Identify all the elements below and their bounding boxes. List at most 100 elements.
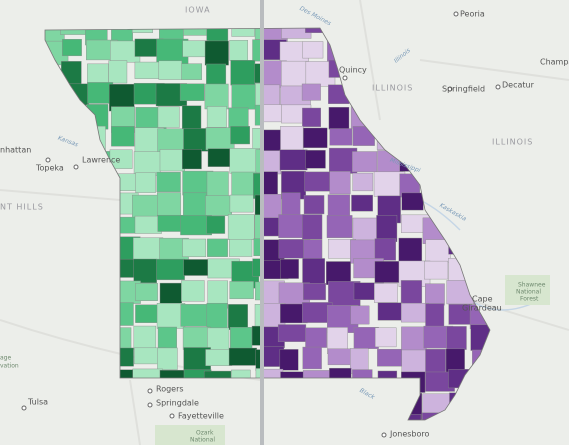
county — [327, 194, 351, 217]
county — [255, 349, 262, 371]
county — [352, 172, 374, 192]
city-label: Springdale — [156, 399, 199, 408]
county — [229, 281, 254, 300]
feature-label: NT HILLS — [0, 203, 44, 212]
county — [157, 106, 180, 128]
county — [157, 214, 183, 232]
county — [255, 149, 262, 174]
county — [377, 302, 403, 321]
city-label: nhattan — [0, 146, 31, 155]
county — [206, 302, 228, 330]
county — [158, 60, 182, 80]
city-dot — [21, 405, 27, 411]
county — [254, 304, 262, 328]
swipe-divider[interactable] — [260, 0, 264, 445]
county — [329, 171, 351, 195]
city-dot — [381, 432, 387, 438]
county — [227, 214, 255, 240]
city-label: Champa — [540, 58, 569, 67]
city-label: Fayetteville — [178, 412, 224, 421]
county — [305, 327, 327, 348]
county — [302, 258, 325, 284]
county — [135, 172, 156, 193]
county — [280, 126, 304, 154]
county — [252, 258, 262, 277]
city-label: Tulsa — [27, 398, 48, 407]
county — [279, 349, 299, 371]
county — [326, 215, 353, 238]
county — [351, 194, 373, 212]
county — [277, 324, 307, 342]
county — [181, 280, 205, 302]
city-label: Lawrence — [82, 156, 120, 165]
county — [206, 215, 226, 234]
county — [303, 195, 325, 215]
feature-label: age — [0, 355, 11, 362]
city-label: Peoria — [460, 10, 485, 19]
county — [204, 83, 229, 110]
county — [400, 280, 423, 306]
county — [157, 347, 178, 370]
county — [206, 106, 227, 128]
county — [302, 107, 321, 127]
city-label: Springfield — [442, 85, 485, 94]
county — [181, 63, 203, 80]
state-label: IOWA — [185, 6, 211, 15]
state-label: ILLINOIS — [492, 138, 533, 147]
county — [253, 172, 262, 199]
feature-label: Forest — [520, 296, 539, 303]
county — [281, 60, 309, 87]
forest — [505, 275, 550, 305]
county — [252, 39, 262, 62]
city-dot — [169, 413, 175, 419]
county — [398, 237, 423, 264]
city-dot — [45, 157, 51, 163]
county — [133, 258, 157, 284]
county — [204, 40, 229, 66]
county — [425, 283, 445, 306]
county — [183, 28, 211, 36]
city-dot — [147, 402, 153, 408]
county — [251, 325, 262, 346]
county — [159, 282, 182, 307]
county — [231, 171, 257, 199]
county — [374, 238, 396, 261]
county — [302, 41, 324, 59]
county — [132, 28, 153, 33]
county — [182, 149, 202, 170]
feature-label: National — [516, 289, 541, 296]
county — [205, 195, 232, 216]
county — [133, 237, 164, 263]
county — [352, 151, 378, 173]
county — [183, 192, 207, 219]
county — [111, 126, 135, 147]
county — [179, 83, 205, 101]
feature-label: National — [190, 437, 215, 444]
county — [255, 281, 262, 301]
county — [230, 126, 250, 145]
city-label: Girardeau — [462, 304, 502, 313]
county — [230, 60, 256, 86]
city-label: Decatur — [502, 81, 535, 90]
county — [254, 63, 262, 84]
county — [133, 151, 161, 176]
county — [278, 214, 305, 238]
county — [206, 63, 227, 86]
county — [135, 283, 158, 301]
county — [229, 148, 260, 174]
county — [229, 194, 254, 213]
county — [303, 283, 326, 301]
state-outline — [44, 27, 491, 421]
county — [205, 349, 233, 366]
county — [301, 83, 321, 101]
forest — [155, 425, 225, 445]
city-dot — [447, 86, 453, 92]
county — [329, 128, 353, 146]
county — [281, 28, 312, 39]
feature-label: vation — [0, 363, 19, 370]
county — [401, 326, 427, 355]
county — [180, 304, 211, 327]
county — [134, 61, 160, 79]
city-label: Quincy — [339, 66, 367, 75]
